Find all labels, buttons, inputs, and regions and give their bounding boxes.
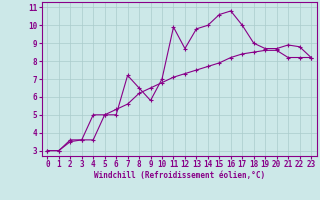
X-axis label: Windchill (Refroidissement éolien,°C): Windchill (Refroidissement éolien,°C)	[94, 171, 265, 180]
